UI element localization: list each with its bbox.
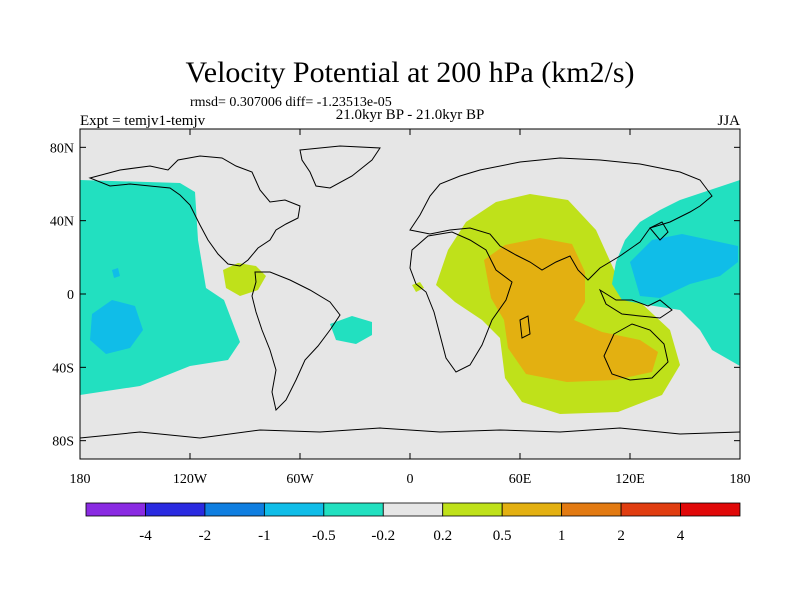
map-panel: 180 120W 60W 0 60E 120E 180 80N 40N 0 40S 80S	[50, 128, 751, 487]
colorbar-swatch	[323, 502, 384, 517]
y-tick-label: 0	[67, 288, 74, 303]
colorbar-label: 0.2	[433, 528, 452, 544]
colorbar-label: -4	[139, 528, 152, 544]
colorbar-label: -0.2	[371, 528, 395, 544]
x-tick-label: 180	[730, 472, 751, 487]
coastline-australia	[603, 323, 669, 381]
x-tick-label: 60W	[286, 472, 314, 487]
x-tick-label: 120E	[615, 472, 645, 487]
colorbar-swatch	[680, 502, 741, 517]
colorbar-swatch	[382, 502, 444, 517]
colorbar-swatch	[85, 502, 146, 517]
colorbar-label: -1	[258, 528, 271, 544]
contour-region-central-america-pos	[223, 263, 266, 296]
colorbar-label: 2	[617, 528, 625, 544]
colorbar-swatch	[620, 502, 681, 517]
coastline-africa	[409, 231, 513, 373]
coastline-japan	[649, 221, 669, 241]
coastline-madagascar	[519, 315, 531, 339]
y-tick-label: 40N	[50, 215, 74, 230]
y-tick-label: 80S	[52, 435, 74, 450]
x-tick-label: 180	[70, 472, 91, 487]
colorbar-swatch	[204, 502, 265, 517]
figure-title: Velocity Potential at 200 hPa (km2/s)	[185, 56, 634, 89]
colorbar-swatch	[501, 502, 563, 517]
colorbar-label: 1	[558, 528, 566, 544]
contour-region-south-atlantic-neg	[330, 316, 372, 344]
coastline-south-america	[251, 271, 341, 411]
coastlines	[80, 145, 740, 439]
coastline-antarctica	[80, 427, 740, 439]
y-tick-label: 80N	[50, 141, 74, 156]
contour-region-indian-ocean-core	[484, 238, 658, 382]
contour-region-west-pacific-core	[630, 234, 738, 298]
latitude-axis: 80N 40N 0 40S 80S	[50, 141, 740, 450]
right-subtitle: JJA	[717, 113, 740, 129]
left-subtitle: Expt = temjv1-temjv	[80, 113, 206, 129]
contour-fill-layer	[80, 180, 740, 414]
x-tick-label: 0	[407, 472, 414, 487]
coastline-greenland	[299, 145, 381, 189]
colorbar-label: 4	[677, 528, 685, 544]
coastline-north-america	[88, 155, 301, 267]
colorbar-swatch	[263, 502, 325, 517]
coastline-southeast-asia	[598, 288, 673, 319]
contour-region-pacific-spot	[112, 268, 120, 278]
center-subtitle: 21.0kyr BP - 21.0kyr BP	[336, 107, 485, 123]
contour-region-west-africa-pos	[412, 282, 424, 292]
contour-region-pacific-core	[90, 300, 143, 354]
colorbar-label: 0.5	[493, 528, 512, 544]
y-tick-label: 40S	[52, 361, 74, 376]
colorbar-swatch	[442, 502, 503, 517]
stats-line: rmsd= 0.307006 diff= -1.23513e-05	[190, 95, 392, 110]
colorbar: -4 -2 -1 -0.5 -0.2 0.2 0.5 1 2 4	[85, 502, 741, 544]
colorbar-label: -0.5	[312, 528, 336, 544]
x-tick-label: 60E	[509, 472, 532, 487]
longitude-axis: 180 120W 60W 0 60E 120E 180	[70, 129, 751, 487]
x-tick-label: 120W	[173, 472, 208, 487]
colorbar-label: -2	[199, 528, 212, 544]
colorbar-swatch	[561, 502, 622, 517]
colorbar-swatch	[145, 502, 206, 517]
